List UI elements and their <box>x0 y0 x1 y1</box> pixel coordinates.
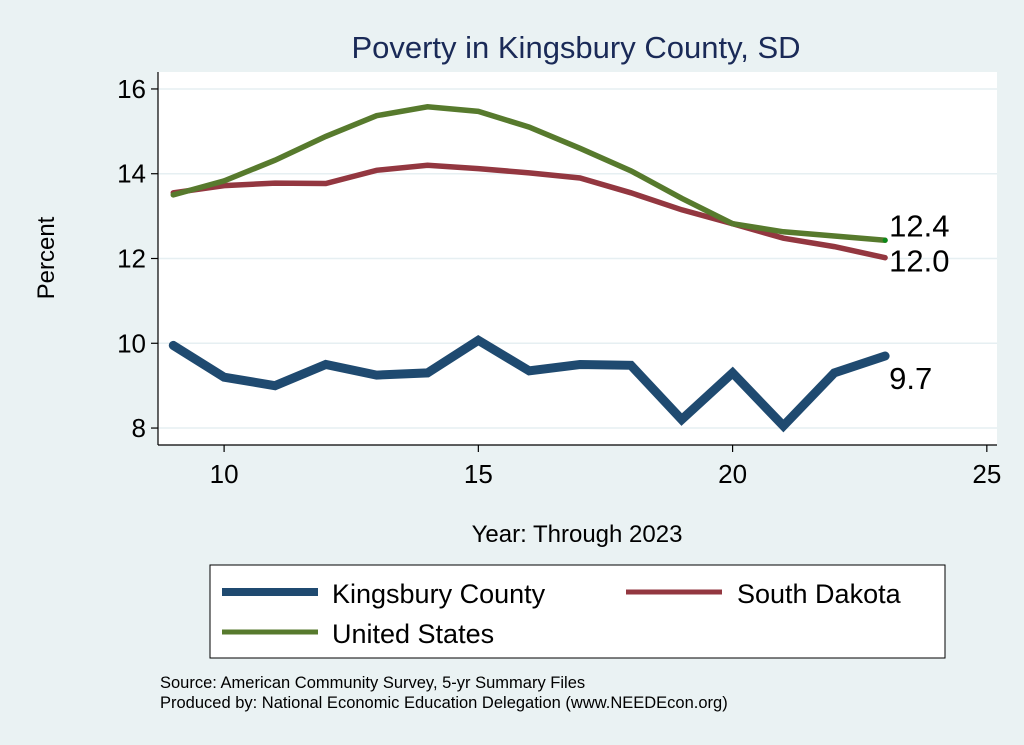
series-line-united-states <box>170 104 888 244</box>
series-line-south-dakota <box>170 162 888 261</box>
x-axis-label: Year: Through 2023 <box>472 521 683 548</box>
y-axis-label: Percent <box>33 216 60 299</box>
legend-box <box>209 564 946 659</box>
x-ticks: 10 15 20 25 <box>210 445 1001 489</box>
x-tick-label: 20 <box>718 459 747 489</box>
x-tick-label: 25 <box>972 459 1001 489</box>
legend: Kingsbury County South Dakota United Sta… <box>209 564 946 659</box>
y-tick-label: 8 <box>132 413 146 443</box>
series-lines <box>168 104 890 433</box>
source-note: Source: American Community Survey, 5-yr … <box>160 674 585 692</box>
y-tick-label: 12 <box>117 244 146 274</box>
end-label-united-states: 12.4 <box>889 208 949 243</box>
end-label-kingsbury-county: 9.7 <box>889 361 932 396</box>
y-tick-label: 10 <box>117 328 146 358</box>
y-tick-label: 16 <box>117 74 146 104</box>
legend-label-south-dakota: South Dakota <box>737 579 902 609</box>
end-labels: 9.7 12.012.4 <box>889 208 949 396</box>
chart-title: Poverty in Kingsbury County, SD <box>351 30 800 65</box>
x-tick-label: 10 <box>210 459 239 489</box>
end-label-south-dakota: 12.0 <box>889 244 949 279</box>
legend-label-united-states: United States <box>332 619 494 649</box>
y-ticks: 8 10 12 14 16 <box>117 74 158 443</box>
end-marker-united-states <box>882 237 888 243</box>
grid-lines <box>158 88 997 429</box>
producer-note: Produced by: National Economic Education… <box>160 694 728 712</box>
legend-label-kingsbury: Kingsbury County <box>332 579 546 609</box>
series-line-kingsbury-county <box>168 335 890 433</box>
x-tick-label: 15 <box>464 459 493 489</box>
y-tick-label: 14 <box>117 159 146 189</box>
